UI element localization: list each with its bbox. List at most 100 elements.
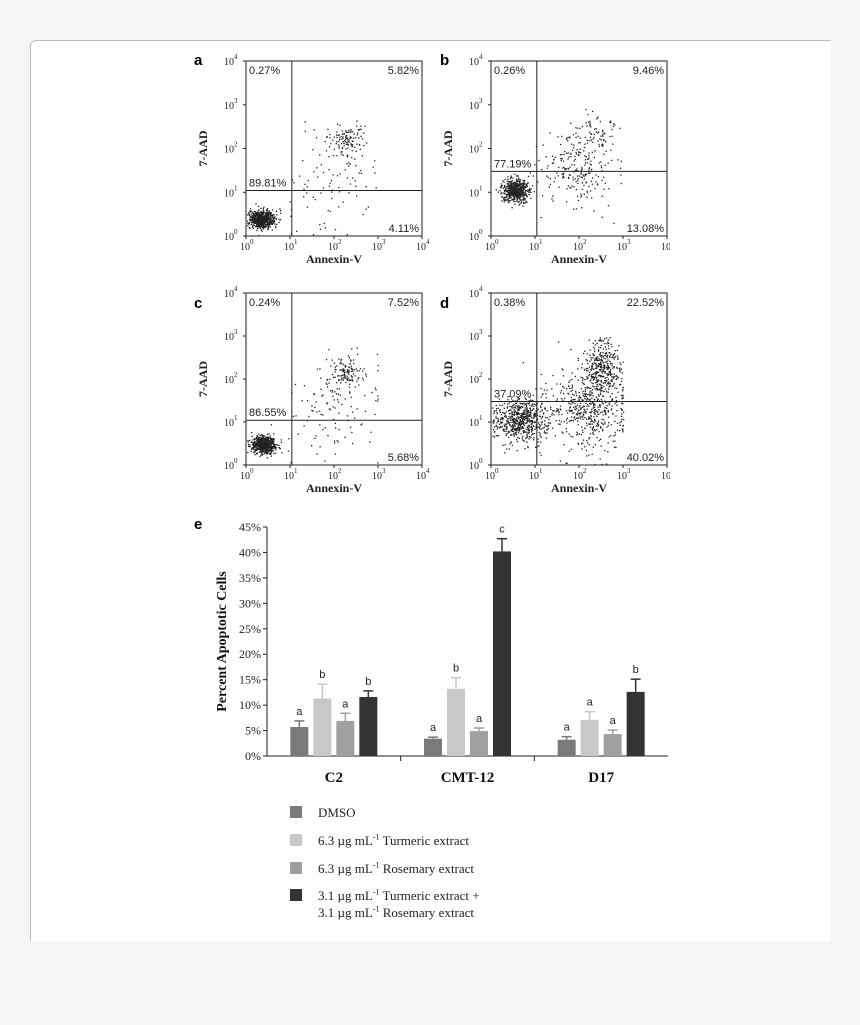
flow-dot	[522, 195, 524, 197]
y-tick-label: 10	[224, 375, 234, 386]
bar-y-tick-label: 35%	[239, 571, 261, 585]
flow-dot	[553, 410, 555, 412]
flow-dot	[524, 419, 526, 421]
flow-dot	[546, 167, 548, 169]
flow-dot	[351, 145, 353, 147]
flow-dot	[511, 407, 513, 409]
flow-dot	[503, 201, 505, 203]
flow-dot	[557, 410, 559, 412]
flow-dot	[509, 181, 511, 183]
x-tick-exponent: 4	[426, 467, 430, 475]
flow-dot	[251, 215, 254, 217]
flow-dot	[622, 425, 624, 427]
flow-dot	[514, 193, 516, 195]
quadrant-upper-left: 0.38%	[494, 297, 525, 309]
flow-dot	[567, 152, 569, 154]
flow-dot	[263, 212, 265, 215]
y-tick-exponent: 3	[234, 97, 238, 105]
flow-dot	[254, 217, 257, 219]
flow-dot	[503, 430, 505, 432]
flow-dot	[518, 413, 520, 415]
flow-dot	[345, 381, 347, 384]
flow-dot	[601, 144, 603, 146]
flow-dot	[268, 216, 270, 218]
flow-dot	[604, 401, 607, 404]
flow-dot	[546, 389, 548, 391]
flow-dot	[266, 437, 268, 439]
flow-dot	[515, 429, 517, 432]
bar-y-axis-label: Percent Apoptotic Cells	[215, 571, 230, 712]
flow-dot	[550, 408, 552, 410]
flow-dot	[586, 378, 588, 380]
flow-dot	[334, 407, 336, 409]
x-tick-label: 10	[529, 471, 539, 482]
flow-dot	[552, 427, 554, 429]
flow-dot	[515, 407, 517, 409]
flow-dot	[347, 147, 349, 149]
flow-dot	[601, 411, 603, 413]
flow-dot	[541, 402, 543, 404]
flow-dot	[610, 121, 612, 124]
flow-dot	[266, 212, 268, 214]
flow-dot	[588, 417, 591, 419]
flow-dot	[336, 382, 338, 384]
flow-dot	[598, 375, 600, 377]
flow-dot	[563, 420, 565, 423]
flow-dot	[587, 397, 589, 399]
flow-dot	[577, 442, 579, 445]
flow-dot	[592, 427, 594, 429]
flow-dot	[545, 156, 547, 158]
flow-dot	[504, 199, 506, 201]
flow-dot	[515, 178, 517, 180]
flow-dot	[342, 154, 344, 156]
flow-dot	[338, 388, 341, 390]
flow-dot	[336, 365, 338, 367]
flow-dot	[514, 191, 517, 194]
flow-dot	[513, 432, 515, 435]
flow-dot	[608, 388, 610, 390]
flow-dot	[506, 419, 508, 422]
flow-dot	[253, 213, 256, 215]
flow-dot	[361, 155, 363, 157]
flow-dot	[521, 421, 523, 423]
flow-dot	[507, 430, 509, 432]
flow-dot	[518, 192, 520, 194]
flow-dot	[617, 391, 619, 393]
flow-dot	[602, 348, 604, 350]
flow-dot	[620, 420, 622, 423]
flow-dot	[582, 418, 584, 420]
flow-dot	[506, 403, 509, 405]
flow-dot	[512, 195, 514, 197]
flow-dot	[576, 168, 578, 170]
flow-dot	[585, 396, 588, 398]
flow-dot	[518, 432, 520, 434]
flow-dot	[256, 229, 258, 231]
flow-dot	[560, 392, 562, 394]
flow-dot	[511, 429, 513, 431]
flow-dot	[599, 365, 602, 368]
x-tick-label: 10	[529, 242, 539, 253]
x-tick-exponent: 3	[382, 238, 386, 246]
flow-dot	[530, 429, 533, 431]
flow-dot	[287, 450, 290, 452]
flow-dot	[251, 212, 254, 214]
flow-dot	[342, 141, 344, 143]
flow-dot	[339, 173, 341, 175]
x-tick-label: 10	[661, 471, 670, 482]
flow-dot	[345, 377, 347, 379]
flow-dot	[341, 403, 343, 406]
flow-dot	[503, 186, 505, 188]
flow-dot	[518, 183, 520, 185]
flow-dot	[261, 441, 264, 443]
flow-dot	[562, 173, 564, 176]
y-tick-exponent: 3	[479, 97, 483, 105]
flow-dot	[573, 186, 575, 188]
flow-dot	[582, 431, 584, 434]
flow-dot	[508, 424, 511, 426]
flow-dot	[566, 188, 568, 190]
flow-dot	[558, 423, 560, 425]
flow-dot	[269, 226, 271, 228]
y-tick-label: 10	[224, 332, 234, 343]
y-tick-label: 10	[224, 57, 234, 68]
y-tick-label: 10	[224, 101, 234, 112]
